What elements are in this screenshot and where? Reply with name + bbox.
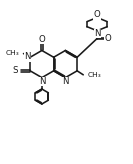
Text: N: N (24, 52, 31, 62)
Text: O: O (39, 35, 45, 44)
Text: CH₃: CH₃ (88, 72, 102, 78)
Text: O: O (94, 10, 100, 20)
Text: S: S (12, 66, 18, 75)
Text: N: N (94, 29, 100, 38)
Text: CH₃: CH₃ (6, 50, 20, 56)
Text: O: O (105, 34, 111, 43)
Text: N: N (62, 77, 69, 86)
Text: N: N (39, 77, 45, 86)
